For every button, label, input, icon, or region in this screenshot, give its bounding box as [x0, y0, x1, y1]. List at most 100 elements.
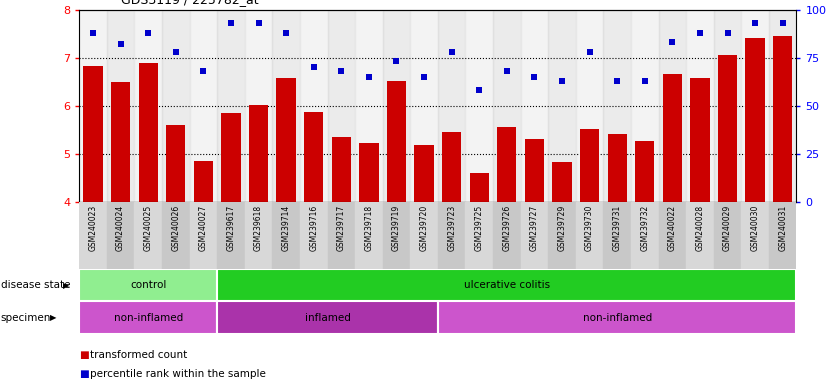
Bar	[635, 141, 655, 202]
Bar	[773, 36, 792, 202]
Text: GSM239725: GSM239725	[475, 205, 484, 251]
Bar	[493, 10, 520, 202]
Bar	[276, 78, 296, 202]
Bar	[410, 202, 438, 269]
Text: GSM239717: GSM239717	[337, 205, 346, 251]
Bar	[387, 81, 406, 202]
Bar	[575, 10, 603, 202]
Text: percentile rank within the sample: percentile rank within the sample	[90, 369, 266, 379]
Bar	[548, 202, 575, 269]
Bar	[273, 10, 300, 202]
Bar	[659, 202, 686, 269]
Point	[528, 74, 541, 80]
Text: control: control	[130, 280, 166, 290]
Bar	[134, 10, 162, 202]
Point	[500, 68, 514, 74]
Bar	[304, 112, 324, 202]
Text: GSM239732: GSM239732	[641, 205, 649, 251]
Bar	[249, 105, 269, 202]
Bar	[603, 10, 631, 202]
Point	[776, 20, 789, 26]
Bar	[580, 129, 599, 202]
Text: GSM239730: GSM239730	[585, 205, 594, 252]
Point	[555, 78, 569, 84]
Text: GSM239726: GSM239726	[502, 205, 511, 251]
Bar	[575, 202, 603, 269]
Text: GSM240030: GSM240030	[751, 205, 760, 252]
Bar	[83, 66, 103, 202]
Bar	[111, 82, 130, 202]
Text: disease state: disease state	[1, 280, 70, 290]
Bar	[631, 10, 659, 202]
Bar	[520, 10, 548, 202]
Point	[473, 87, 486, 93]
Text: GSM239716: GSM239716	[309, 205, 319, 251]
Bar	[79, 10, 107, 202]
Text: non-inflamed: non-inflamed	[113, 313, 183, 323]
Text: ■: ■	[79, 350, 89, 360]
Point	[445, 49, 459, 55]
Bar	[438, 301, 796, 334]
Bar	[217, 269, 796, 301]
Bar	[769, 10, 796, 202]
Bar	[107, 202, 134, 269]
Bar	[359, 143, 379, 202]
Text: GSM239731: GSM239731	[613, 205, 621, 251]
Bar	[769, 202, 796, 269]
Text: ■: ■	[79, 369, 89, 379]
Text: GSM240023: GSM240023	[88, 205, 98, 251]
Point	[389, 58, 403, 65]
Text: GSM239723: GSM239723	[447, 205, 456, 251]
Bar	[493, 202, 520, 269]
Bar	[217, 301, 438, 334]
Text: GDS3119 / 225782_at: GDS3119 / 225782_at	[121, 0, 259, 6]
Bar	[691, 78, 710, 202]
Text: GSM239719: GSM239719	[392, 205, 401, 251]
Bar	[442, 132, 461, 202]
Point	[252, 20, 265, 26]
Bar	[383, 202, 410, 269]
Text: GSM240029: GSM240029	[723, 205, 732, 251]
Bar	[438, 10, 465, 202]
Bar	[244, 202, 273, 269]
Text: specimen: specimen	[1, 313, 51, 323]
Bar	[520, 202, 548, 269]
Bar	[663, 74, 682, 202]
Bar	[410, 10, 438, 202]
Bar	[714, 10, 741, 202]
Text: GSM240026: GSM240026	[171, 205, 180, 251]
Point	[610, 78, 624, 84]
Point	[142, 30, 155, 36]
Bar	[189, 10, 217, 202]
Point	[197, 68, 210, 74]
Text: ulcerative colitis: ulcerative colitis	[464, 280, 550, 290]
Point	[87, 30, 100, 36]
Bar	[332, 137, 351, 202]
Bar	[134, 202, 162, 269]
Text: GSM239727: GSM239727	[530, 205, 539, 251]
Bar	[525, 139, 544, 202]
Text: GSM239618: GSM239618	[254, 205, 263, 251]
Bar	[741, 202, 769, 269]
Bar	[355, 202, 383, 269]
Bar	[438, 202, 465, 269]
Bar	[79, 202, 107, 269]
Bar	[631, 202, 659, 269]
Point	[279, 30, 293, 36]
Text: GSM240022: GSM240022	[668, 205, 677, 251]
Text: GSM240031: GSM240031	[778, 205, 787, 251]
Bar	[79, 269, 217, 301]
Bar	[328, 10, 355, 202]
Bar	[470, 173, 489, 202]
Text: GSM240027: GSM240027	[198, 205, 208, 251]
Bar	[138, 63, 158, 202]
Point	[307, 64, 320, 70]
Point	[583, 49, 596, 55]
Text: GSM240028: GSM240028	[696, 205, 705, 251]
Text: GSM239718: GSM239718	[364, 205, 374, 251]
Point	[417, 74, 430, 80]
Text: GSM240024: GSM240024	[116, 205, 125, 251]
Bar	[746, 38, 765, 202]
Text: ▶: ▶	[50, 313, 57, 322]
Bar	[465, 202, 493, 269]
